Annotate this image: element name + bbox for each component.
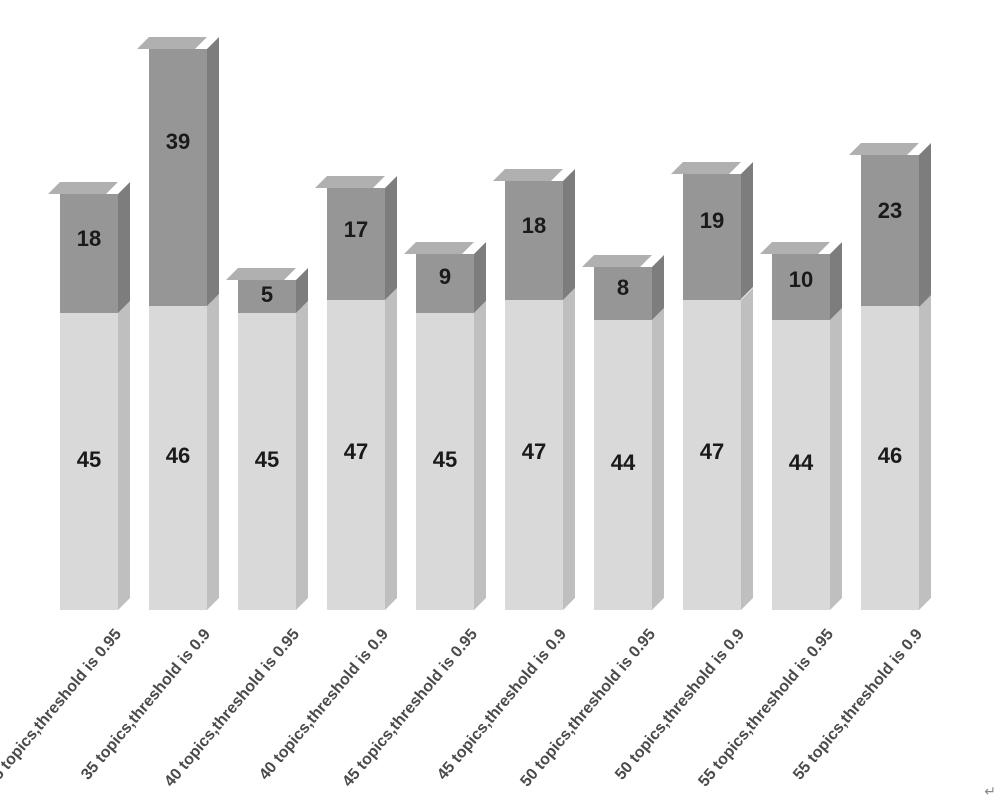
bar-group: 47 17: [327, 188, 385, 610]
bar-group: 44 10: [772, 254, 830, 610]
stacked-bar-chart: 45 18 46 39 45 5 47 17 45 9 47 18 44 8 47 19 44 10 46 23 35…: [0, 0, 1000, 804]
bar-value-bottom: 44: [594, 450, 652, 476]
bar-group: 45 5: [238, 280, 296, 610]
bar-group: 47 18: [505, 181, 563, 610]
bar-segment-bottom: 47: [683, 300, 741, 610]
bar-value-bottom: 45: [238, 447, 296, 473]
bar-segment-top: 17: [327, 188, 385, 300]
bar-segment-top: 10: [772, 254, 830, 320]
bar-value-bottom: 45: [60, 447, 118, 473]
bars-container: 45 18 46 39 45 5 47 17 45 9 47 18 44 8 47 19 44 10 46 23: [60, 10, 960, 610]
bar-value-top: 8: [594, 275, 652, 301]
bar-value-top: 39: [149, 129, 207, 155]
bar-segment-top: 5: [238, 280, 296, 313]
bar-segment-top: 39: [149, 49, 207, 306]
bar-value-bottom: 46: [861, 443, 919, 469]
bar-value-bottom: 45: [416, 447, 474, 473]
bar-segment-bottom: 46: [149, 306, 207, 610]
bar-value-top: 17: [327, 217, 385, 243]
bar-segment-bottom: 45: [238, 313, 296, 610]
bar-segment-top: 19: [683, 174, 741, 299]
bar-value-top: 10: [772, 267, 830, 293]
bar-segment-top: 9: [416, 254, 474, 313]
bar-value-bottom: 44: [772, 450, 830, 476]
bar-value-top: 23: [861, 198, 919, 224]
bar-group: 45 9: [416, 254, 474, 610]
bar-value-top: 18: [60, 226, 118, 252]
bar-segment-top: 18: [60, 194, 118, 313]
bar-segment-bottom: 45: [60, 313, 118, 610]
bar-segment-bottom: 44: [772, 320, 830, 610]
x-axis-labels: 35 topics,threshold is 0.9535 topics,thr…: [60, 620, 960, 800]
bar-segment-bottom: 44: [594, 320, 652, 610]
bar-value-bottom: 47: [327, 439, 385, 465]
return-marker-char: ↵: [984, 783, 996, 800]
bar-segment-top: 23: [861, 155, 919, 307]
bar-group: 45 18: [60, 194, 118, 610]
bar-segment-top: 8: [594, 267, 652, 320]
bar-value-bottom: 47: [683, 439, 741, 465]
bar-segment-bottom: 46: [861, 306, 919, 610]
bar-value-top: 5: [238, 282, 296, 308]
bar-value-top: 19: [683, 208, 741, 234]
bar-group: 46 23: [861, 155, 919, 610]
bar-segment-top: 18: [505, 181, 563, 300]
bar-segment-bottom: 47: [327, 300, 385, 610]
bar-group: 47 19: [683, 174, 741, 610]
bar-group: 44 8: [594, 267, 652, 610]
bar-segment-bottom: 47: [505, 300, 563, 610]
bar-value-top: 9: [416, 264, 474, 290]
plot-area: 45 18 46 39 45 5 47 17 45 9 47 18 44 8 47 19 44 10 46 23: [60, 10, 960, 610]
bar-segment-bottom: 45: [416, 313, 474, 610]
bar-value-bottom: 47: [505, 439, 563, 465]
bar-value-bottom: 46: [149, 443, 207, 469]
bar-value-top: 18: [505, 213, 563, 239]
bar-group: 46 39: [149, 49, 207, 610]
